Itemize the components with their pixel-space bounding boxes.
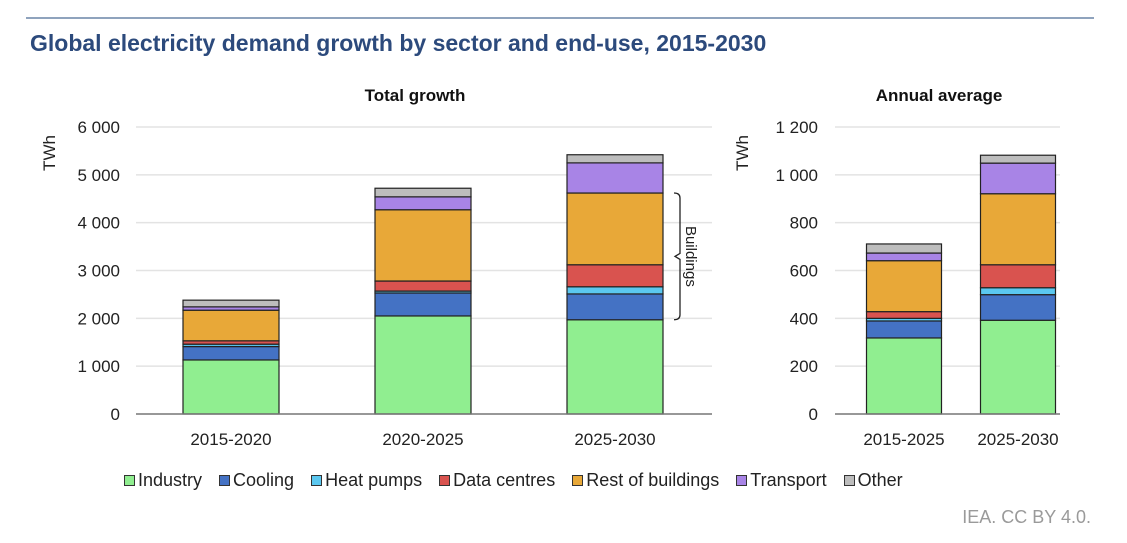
legend-item-transport: Transport: [736, 470, 827, 491]
bar-segment-cooling: [374, 292, 472, 317]
legend-swatch: [439, 475, 451, 486]
bar-segment-transport: [566, 162, 664, 194]
legend: Industry Cooling Heat pumps Data centres Res…: [124, 470, 920, 491]
bar-segment-transport: [865, 252, 943, 262]
title-rule: [26, 17, 1094, 19]
bar-segment-data-centres: [374, 280, 472, 292]
y-tick-label: 0: [111, 405, 120, 424]
y-tick-label: 2 000: [77, 309, 120, 328]
legend-item-industry: Industry: [124, 470, 202, 491]
bar-segment-cooling: [566, 293, 664, 321]
bar-segment-data-centres: [865, 311, 943, 319]
y-tick-label: 800: [790, 214, 818, 233]
bar-segment-cooling: [182, 345, 280, 361]
bar-segment-other: [979, 154, 1057, 164]
bar-segment-rest-of-buildings: [374, 209, 472, 282]
legend-label: Other: [857, 470, 903, 490]
panel-title: Total growth: [365, 86, 466, 105]
bar-segment-rest-of-buildings: [566, 192, 664, 266]
bar-segment-heat-pumps: [979, 287, 1057, 296]
legend-swatch: [124, 475, 135, 486]
legend-item-rest-of-buildings: Rest of buildings: [572, 470, 719, 491]
legend-label: Industry: [138, 470, 203, 490]
bar-segment-industry: [566, 319, 664, 415]
y-tick-label: 200: [790, 357, 818, 376]
y-tick-label: 5 000: [77, 166, 120, 185]
buildings-bracket: [673, 192, 681, 321]
x-tick-label: 2025-2030: [574, 430, 655, 449]
bar-segment-other: [374, 187, 472, 198]
legend-label: Heat pumps: [325, 470, 423, 490]
legend-swatch: [843, 475, 855, 486]
panel-title: Annual average: [876, 86, 1003, 105]
x-tick-label: 2020-2025: [382, 430, 463, 449]
y-tick-label: 1 200: [775, 118, 818, 137]
chart-title: Global electricity demand growth by sect…: [30, 30, 767, 56]
legend-swatch: [219, 475, 231, 486]
x-tick-label: 2015-2025: [863, 430, 944, 449]
bar-segment-rest-of-buildings: [979, 193, 1057, 266]
bar-segment-cooling: [979, 294, 1057, 321]
bar-segment-rest-of-buildings: [865, 260, 943, 313]
legend-item-data-centres: Data centres: [439, 470, 555, 491]
bar-segment-transport: [374, 196, 472, 211]
bar-segment-other: [865, 243, 943, 254]
bar-segment-data-centres: [979, 264, 1057, 289]
bar-segment-industry: [374, 315, 472, 415]
x-tick-label: 2015-2020: [190, 430, 271, 449]
y-tick-label: 4 000: [77, 214, 120, 233]
legend-item-heat-pumps: Heat pumps: [311, 470, 422, 491]
bar-segment-industry: [182, 359, 280, 415]
y-tick-label: 600: [790, 262, 818, 281]
x-tick-label: 2025-2030: [977, 430, 1058, 449]
bar-segment-cooling: [865, 320, 943, 339]
legend-label: Cooling: [233, 470, 295, 490]
y-tick-label: 400: [790, 309, 818, 328]
bar-segment-industry: [865, 337, 943, 415]
legend-swatch: [572, 475, 584, 486]
legend-item-cooling: Cooling: [219, 470, 294, 491]
bracket-label: Buildings: [682, 226, 699, 287]
legend-label: Data centres: [453, 470, 556, 490]
bar-segment-data-centres: [566, 264, 664, 288]
y-tick-label: 1 000: [77, 357, 120, 376]
y-tick-label: 3 000: [77, 262, 120, 281]
bar-segment-industry: [979, 319, 1057, 415]
bar-segment-rest-of-buildings: [182, 309, 280, 342]
y-tick-label: 0: [809, 405, 818, 424]
legend-item-other: Other: [843, 470, 903, 491]
credit-text: IEA. CC BY 4.0.: [962, 507, 1091, 527]
legend-swatch: [736, 475, 748, 486]
y-axis-label: TWh: [40, 135, 59, 171]
bar-segment-transport: [979, 162, 1057, 195]
legend-label: Rest of buildings: [586, 470, 720, 490]
bar-segment-other: [566, 154, 664, 164]
y-axis-label: TWh: [733, 135, 752, 171]
bar-segment-other: [182, 299, 280, 308]
y-tick-label: 6 000: [77, 118, 120, 137]
legend-swatch: [311, 475, 323, 486]
bar-segment-heat-pumps: [566, 286, 664, 295]
legend-label: Transport: [750, 470, 827, 490]
y-tick-label: 1 000: [775, 166, 818, 185]
